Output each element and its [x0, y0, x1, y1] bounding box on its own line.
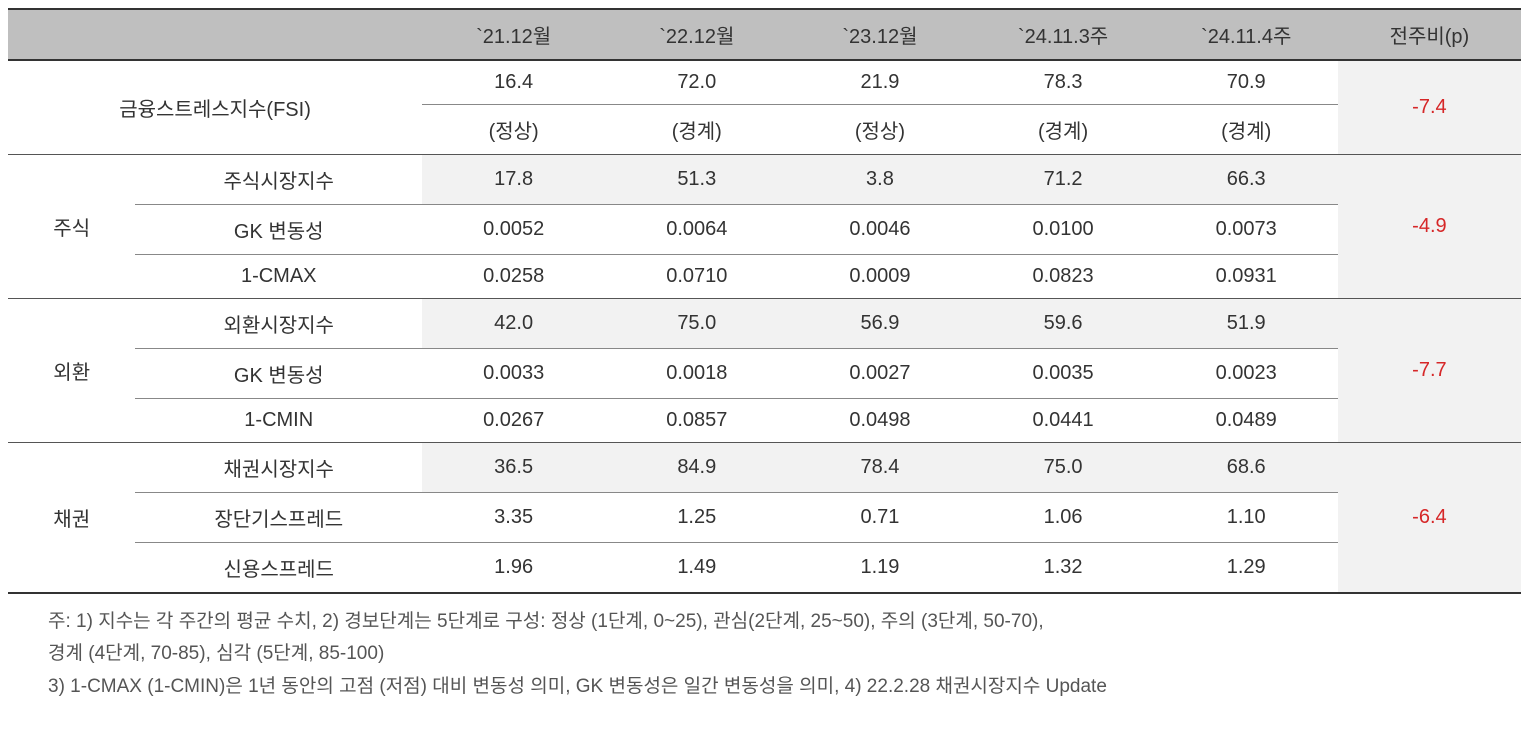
- cell-value: 1.10: [1155, 493, 1338, 543]
- fsi-table: `21.12월 `22.12월 `23.12월 `24.11.3주 `24.11…: [8, 8, 1521, 594]
- cell-value: 0.0035: [972, 349, 1155, 399]
- cell-value: 0.0931: [1155, 255, 1338, 299]
- cell-value: 0.0023: [1155, 349, 1338, 399]
- fsi-value-p1: 16.4: [422, 60, 605, 105]
- footnote-line-2: 경계 (4단계, 70-85), 심각 (5단계, 85-100): [48, 638, 1521, 670]
- fsi-status-p2: (경계): [605, 105, 788, 155]
- cell-value: 84.9: [605, 443, 788, 493]
- cell-value: 1.25: [605, 493, 788, 543]
- cell-value: 1.96: [422, 543, 605, 594]
- footnotes: 주: 1) 지수는 각 주간의 평균 수치, 2) 경보단계는 5단계로 구성:…: [8, 606, 1521, 703]
- category-label: 외환: [8, 299, 135, 443]
- cell-value: 0.71: [788, 493, 971, 543]
- data-row: 장단기스프레드3.351.250.711.061.10: [8, 493, 1521, 543]
- data-row: GK 변동성0.00520.00640.00460.01000.0073: [8, 205, 1521, 255]
- fsi-status-p4: (경계): [972, 105, 1155, 155]
- cell-value: 1.19: [788, 543, 971, 594]
- cell-value: 75.0: [972, 443, 1155, 493]
- indicator-label: 신용스프레드: [135, 543, 422, 594]
- cell-value: 59.6: [972, 299, 1155, 349]
- fsi-row-values: 금융스트레스지수(FSI)16.472.021.978.370.9-7.4: [8, 60, 1521, 105]
- fsi-value-p5: 70.9: [1155, 60, 1338, 105]
- cell-value: 0.0009: [788, 255, 971, 299]
- fsi-change: -7.4: [1338, 60, 1521, 155]
- indicator-label: 장단기스프레드: [135, 493, 422, 543]
- fsi-label: 금융스트레스지수(FSI): [8, 60, 422, 155]
- cell-value: 0.0100: [972, 205, 1155, 255]
- cell-value: 56.9: [788, 299, 971, 349]
- indicator-label: 1-CMAX: [135, 255, 422, 299]
- cell-value: 0.0489: [1155, 399, 1338, 443]
- cell-value: 17.8: [422, 155, 605, 205]
- cell-value: 0.0046: [788, 205, 971, 255]
- cell-value: 0.0027: [788, 349, 971, 399]
- data-row: 외환외환시장지수42.075.056.959.651.9-7.7: [8, 299, 1521, 349]
- cell-value: 78.4: [788, 443, 971, 493]
- header-row: `21.12월 `22.12월 `23.12월 `24.11.3주 `24.11…: [8, 9, 1521, 60]
- group-change: -4.9: [1338, 155, 1521, 299]
- cell-value: 3.35: [422, 493, 605, 543]
- indicator-label: 주식시장지수: [135, 155, 422, 205]
- cell-value: 36.5: [422, 443, 605, 493]
- fsi-value-p3: 21.9: [788, 60, 971, 105]
- group-change: -6.4: [1338, 443, 1521, 594]
- header-p5: `24.11.4주: [1155, 9, 1338, 60]
- indicator-label: GK 변동성: [135, 205, 422, 255]
- header-change: 전주비(p): [1338, 9, 1521, 60]
- cell-value: 0.0441: [972, 399, 1155, 443]
- cell-value: 0.0267: [422, 399, 605, 443]
- cell-value: 51.9: [1155, 299, 1338, 349]
- cell-value: 42.0: [422, 299, 605, 349]
- indicator-label: 채권시장지수: [135, 443, 422, 493]
- category-label: 채권: [8, 443, 135, 594]
- data-row: 신용스프레드1.961.491.191.321.29: [8, 543, 1521, 594]
- cell-value: 75.0: [605, 299, 788, 349]
- cell-value: 1.06: [972, 493, 1155, 543]
- cell-value: 68.6: [1155, 443, 1338, 493]
- cell-value: 0.0052: [422, 205, 605, 255]
- group-change: -7.7: [1338, 299, 1521, 443]
- indicator-label: 외환시장지수: [135, 299, 422, 349]
- footnote-line-3: 3) 1-CMAX (1-CMIN)은 1년 동안의 고점 (저점) 대비 변동…: [48, 671, 1521, 703]
- fsi-status-p1: (정상): [422, 105, 605, 155]
- data-row: GK 변동성0.00330.00180.00270.00350.0023: [8, 349, 1521, 399]
- fsi-status-p5: (경계): [1155, 105, 1338, 155]
- cell-value: 0.0064: [605, 205, 788, 255]
- cell-value: 0.0857: [605, 399, 788, 443]
- category-label: 주식: [8, 155, 135, 299]
- cell-value: 66.3: [1155, 155, 1338, 205]
- header-p2: `22.12월: [605, 9, 788, 60]
- cell-value: 71.2: [972, 155, 1155, 205]
- cell-value: 0.0710: [605, 255, 788, 299]
- data-row: 1-CMAX0.02580.07100.00090.08230.0931: [8, 255, 1521, 299]
- header-p4: `24.11.3주: [972, 9, 1155, 60]
- cell-value: 1.49: [605, 543, 788, 594]
- indicator-label: GK 변동성: [135, 349, 422, 399]
- cell-value: 0.0823: [972, 255, 1155, 299]
- fsi-value-p2: 72.0: [605, 60, 788, 105]
- header-p3: `23.12월: [788, 9, 971, 60]
- cell-value: 3.8: [788, 155, 971, 205]
- header-p1: `21.12월: [422, 9, 605, 60]
- cell-value: 1.32: [972, 543, 1155, 594]
- fsi-status-p3: (정상): [788, 105, 971, 155]
- indicator-label: 1-CMIN: [135, 399, 422, 443]
- cell-value: 0.0498: [788, 399, 971, 443]
- data-row: 채권채권시장지수36.584.978.475.068.6-6.4: [8, 443, 1521, 493]
- data-row: 1-CMIN0.02670.08570.04980.04410.0489: [8, 399, 1521, 443]
- fsi-value-p4: 78.3: [972, 60, 1155, 105]
- cell-value: 0.0033: [422, 349, 605, 399]
- header-blank: [8, 9, 422, 60]
- cell-value: 0.0018: [605, 349, 788, 399]
- cell-value: 0.0073: [1155, 205, 1338, 255]
- data-row: 주식주식시장지수17.851.33.871.266.3-4.9: [8, 155, 1521, 205]
- footnote-line-1: 주: 1) 지수는 각 주간의 평균 수치, 2) 경보단계는 5단계로 구성:…: [48, 606, 1521, 638]
- cell-value: 51.3: [605, 155, 788, 205]
- cell-value: 0.0258: [422, 255, 605, 299]
- cell-value: 1.29: [1155, 543, 1338, 594]
